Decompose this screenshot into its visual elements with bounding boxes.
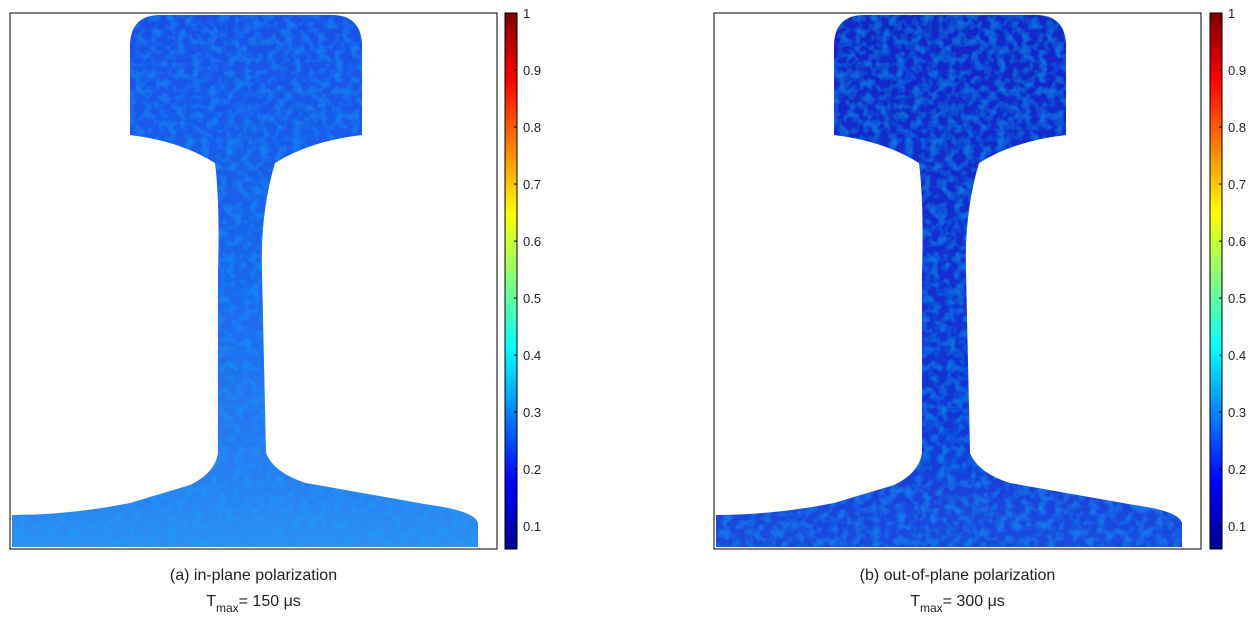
colorbar-tick-label: 0.9 [523, 63, 541, 78]
colorbar-tick-label: 0.6 [523, 234, 541, 249]
colorbar-tick-label: 0.5 [1228, 291, 1246, 306]
tmax-subscript: max [216, 601, 239, 615]
colorbar-tick-label: 0.2 [523, 462, 541, 477]
colorbar-tick-label: 0.6 [1228, 234, 1246, 249]
panel: 0.1 0.2 0.3 0.4 0.5 0.6 0.7 0.8 0.9 1 (b) out-of-p… [713, 6, 1246, 615]
tmax-label: Tmax= 150 μs [206, 593, 301, 615]
colorbar-tick-label: 0.3 [523, 405, 541, 420]
tmax-symbol: T [910, 593, 920, 610]
tmax-subscript: max [920, 601, 943, 615]
colorbar-tick-label: 0.8 [1228, 120, 1246, 135]
tmax-value: = 150 μs [239, 593, 301, 610]
tmax-value: = 300 μs [943, 593, 1005, 610]
colorbar-tick-label: 0.1 [523, 519, 541, 534]
colorbar-tick-label: 0.1 [1228, 519, 1246, 534]
caption: (b) out-of-plane polarization [860, 567, 1056, 584]
tmax-symbol: T [206, 593, 216, 610]
colorbar-tick-label: 0.4 [523, 348, 541, 363]
colorbar [1209, 12, 1223, 550]
colorbar-tick-label: 0.8 [523, 120, 541, 135]
panel: 0.1 0.2 0.3 0.4 0.5 0.6 0.7 0.8 0.9 1 (a) in-plane… [9, 6, 541, 615]
colorbar-tick-label: 0.2 [1228, 462, 1246, 477]
panels: 0.1 0.2 0.3 0.4 0.5 0.6 0.7 0.8 0.9 1 (a) in-plane… [9, 6, 1246, 615]
colorbar-tick-label: 1 [523, 6, 530, 21]
colorbar-tick-label: 0.9 [1228, 63, 1246, 78]
colorbar [504, 12, 518, 550]
tmax-label: Tmax= 300 μs [910, 593, 1005, 615]
colorbar-tick-label: 1 [1228, 6, 1235, 21]
colorbar-tick-label: 0.7 [523, 177, 541, 192]
colorbar-tick-label: 0.4 [1228, 348, 1246, 363]
colorbar-tick-label: 0.5 [523, 291, 541, 306]
colorbar-tick-label: 0.3 [1228, 405, 1246, 420]
colorbar-tick-label: 0.7 [1228, 177, 1246, 192]
caption: (a) in-plane polarization [170, 567, 337, 584]
